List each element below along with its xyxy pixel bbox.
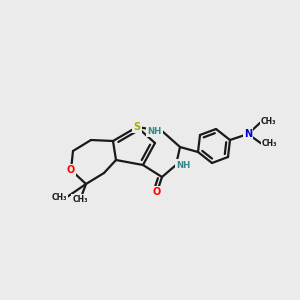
Text: CH₃: CH₃ <box>52 193 67 202</box>
Text: CH₃: CH₃ <box>72 196 88 205</box>
Text: S: S <box>134 122 141 132</box>
Text: CH₃: CH₃ <box>261 118 277 127</box>
Text: CH₃: CH₃ <box>262 140 278 148</box>
Text: N: N <box>244 129 252 139</box>
Text: O: O <box>67 165 75 175</box>
Text: NH: NH <box>176 160 190 169</box>
Text: O: O <box>153 187 161 197</box>
Text: NH: NH <box>148 127 162 136</box>
